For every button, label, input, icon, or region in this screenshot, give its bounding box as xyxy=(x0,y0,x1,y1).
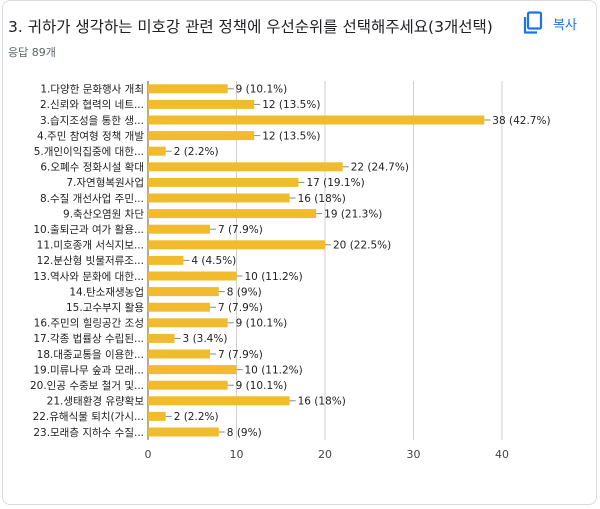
bar xyxy=(148,427,219,437)
value-label: 3 (3.4%) xyxy=(183,333,228,345)
value-label: 7 (7.9%) xyxy=(218,224,263,236)
bar xyxy=(148,146,166,156)
bar xyxy=(148,349,210,359)
x-tick-label: 40 xyxy=(495,448,509,461)
value-label: 16 (18%) xyxy=(298,396,346,408)
value-label: 19 (21.3%) xyxy=(324,208,382,220)
category-label: 6.오폐수 정화시설 확대 xyxy=(40,161,144,174)
category-label: 3.습지조성을 통한 생... xyxy=(40,115,144,127)
value-label: 9 (10.1%) xyxy=(236,84,288,96)
value-label: 12 (13.5%) xyxy=(262,99,320,111)
category-label: 13.역사와 문화에 대한... xyxy=(33,271,144,283)
category-label: 15.고수부지 활용 xyxy=(66,301,144,314)
bar xyxy=(148,318,228,328)
value-label: 8 (9%) xyxy=(227,427,262,439)
value-label: 4 (4.5%) xyxy=(191,255,236,267)
bar xyxy=(148,177,299,187)
value-label: 7 (7.9%) xyxy=(218,349,263,361)
bar xyxy=(148,255,184,265)
bar xyxy=(148,396,290,406)
category-label: 9.축산오염원 차단 xyxy=(63,208,144,220)
bar xyxy=(148,240,325,250)
bar xyxy=(148,115,485,125)
category-label: 4.주민 참여형 정책 개발 xyxy=(37,130,144,142)
category-label: 12.분산형 빗물저류조... xyxy=(37,255,144,267)
category-label: 2.신뢰와 협력의 네트... xyxy=(40,98,144,111)
bar xyxy=(148,365,237,375)
value-label: 12 (13.5%) xyxy=(262,130,320,142)
copy-icon xyxy=(523,11,543,34)
bar xyxy=(148,287,219,297)
question-title: 3. 귀하가 생각하는 미호강 관련 정책에 우선순위를 선택해주세요(3개선택… xyxy=(8,18,493,36)
x-tick-label: 30 xyxy=(407,448,421,461)
value-label: 10 (11.2%) xyxy=(245,364,303,376)
x-tick-label: 0 xyxy=(145,448,152,461)
value-label: 38 (42.7%) xyxy=(492,115,550,127)
value-label: 17 (19.1%) xyxy=(306,177,364,189)
bar xyxy=(148,209,317,219)
category-label: 11.미호종개 서식지보... xyxy=(37,240,144,252)
bar xyxy=(148,84,228,94)
category-label: 20.인공 수중보 철거 및... xyxy=(30,380,144,392)
value-label: 2 (2.2%) xyxy=(174,411,219,423)
bar xyxy=(148,411,166,421)
category-label: 10.출퇴근과 여가 활용... xyxy=(33,223,144,236)
category-label: 19.미류나무 숲과 모래... xyxy=(33,364,144,376)
value-label: 10 (11.2%) xyxy=(245,271,303,283)
category-label: 5.개인이익집중에 대한... xyxy=(34,146,144,158)
category-label: 23.모래층 지하수 수질... xyxy=(33,426,144,439)
bar xyxy=(148,271,237,281)
category-label: 1.다양한 문화행사 개최 xyxy=(40,84,144,96)
bar xyxy=(148,131,255,141)
value-label: 20 (22.5%) xyxy=(333,240,391,252)
category-label: 21.생태환경 유량확보 xyxy=(47,395,145,408)
bar xyxy=(148,162,343,172)
value-label: 9 (10.1%) xyxy=(236,380,288,392)
response-count: 응답 89개 xyxy=(8,46,56,59)
value-label: 16 (18%) xyxy=(298,193,346,205)
bar xyxy=(148,99,255,109)
value-label: 2 (2.2%) xyxy=(174,146,219,158)
category-label: 16.주민의 힐링공간 조성 xyxy=(34,317,144,330)
category-label: 8.수질 개선사업 주민... xyxy=(40,192,144,205)
bar xyxy=(148,380,228,390)
value-label: 8 (9%) xyxy=(227,286,262,298)
value-label: 9 (10.1%) xyxy=(236,318,288,330)
bar xyxy=(148,302,210,312)
category-label: 14.탄소재생농업 xyxy=(69,285,144,298)
category-label: 7.자연형복원사업 xyxy=(66,176,144,189)
category-label: 18.대중교통을 이용한... xyxy=(37,349,144,361)
value-label: 7 (7.9%) xyxy=(218,302,263,314)
copy-label: 복사 xyxy=(553,17,577,33)
category-label: 22.유해식물 퇴치(가시... xyxy=(33,410,144,423)
category-label: 17.각종 법률상 수립된... xyxy=(33,332,144,345)
bar xyxy=(148,333,175,343)
copy-button[interactable]: 복사 xyxy=(522,8,577,38)
x-tick-label: 20 xyxy=(318,448,332,461)
value-label: 22 (24.7%) xyxy=(351,162,409,174)
bar xyxy=(148,193,290,203)
x-tick-label: 10 xyxy=(230,448,244,461)
bar xyxy=(148,224,210,234)
